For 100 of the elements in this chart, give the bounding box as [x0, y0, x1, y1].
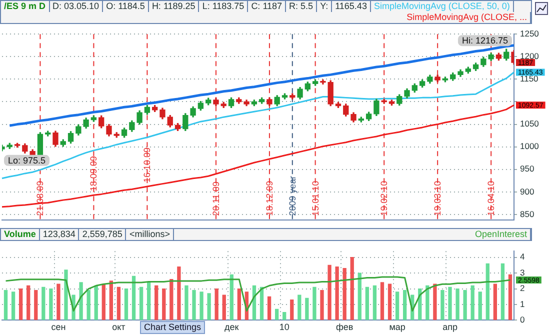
x-tick-label: мар: [389, 322, 406, 332]
bar: [433, 284, 437, 320]
bar: [11, 292, 16, 320]
bar: [124, 288, 128, 320]
text: OpenInterest: [174, 229, 531, 240]
text: 2,559,785: [79, 229, 126, 240]
bar: [282, 312, 286, 320]
bar: [274, 308, 279, 320]
bar: [298, 294, 302, 320]
text: L: 1183.75: [199, 1, 248, 12]
annotation: Hi: 1216.75: [462, 36, 508, 46]
x-tick-label: 19.02.10: [379, 180, 390, 216]
bar: [192, 290, 196, 320]
bar: [56, 284, 60, 320]
bar: [388, 284, 392, 320]
bar: [358, 272, 362, 320]
x-tick-label: 15.01.10: [310, 180, 320, 216]
y-tick-label: 0: [520, 314, 525, 325]
bar: [350, 257, 354, 320]
bar: [49, 288, 53, 320]
bar: [335, 266, 339, 320]
y-tick-label: 3: [520, 267, 525, 278]
y-tick-label: 950: [520, 164, 534, 174]
bar: [200, 292, 204, 320]
y-tick-label: 4: [520, 252, 525, 262]
bar: [508, 274, 512, 320]
annotation: Lo: 975.5: [8, 155, 46, 166]
bar: [500, 263, 505, 320]
x-tick-label: сен: [51, 322, 66, 332]
text: SimpleMovingAvg (CLOSE, 50, 0): [370, 1, 514, 12]
bar: [230, 274, 234, 320]
text: O: 1184.5: [103, 1, 149, 12]
bar: [170, 279, 174, 320]
x-tick-label: 19.03.10: [432, 180, 443, 216]
x-tick-label: дек: [224, 322, 239, 332]
bar: [162, 288, 166, 320]
bar: [139, 286, 144, 320]
text: H: 1189.25: [148, 1, 200, 12]
chart-subtitle: 123,834: [40, 229, 80, 240]
bar: [342, 268, 346, 320]
bar: [372, 285, 377, 320]
x-tick-label: 21.08.09: [35, 180, 46, 216]
bar: [79, 282, 83, 320]
bar: [380, 282, 384, 320]
bar: [305, 298, 309, 320]
bar: [440, 290, 444, 320]
bar: [109, 280, 114, 320]
y-tick-label: 1: [520, 298, 525, 309]
x-tick-label: окт: [112, 322, 126, 332]
bar: [290, 299, 294, 320]
bar: [42, 286, 46, 320]
y-tick-label: 2: [520, 283, 525, 294]
chart-title: Volume: [1, 229, 40, 240]
bar: [146, 282, 151, 320]
bar: [267, 296, 272, 320]
chart-title: /ES 9 m D: [1, 1, 50, 12]
text: R: 5.5: [286, 1, 318, 12]
bar: [177, 266, 181, 320]
bar: [86, 290, 90, 320]
bar: [493, 284, 498, 320]
bar: [486, 263, 490, 320]
text: C: 1187: [248, 1, 286, 12]
y-tick-label: 1000: [520, 141, 540, 152]
bar: [328, 264, 332, 320]
bar: [4, 290, 8, 320]
text: SimpleMovingAvg (CLOSE, ...: [1, 12, 531, 23]
bar: [312, 286, 316, 320]
y-tick-label: 1250: [520, 28, 540, 38]
y-tick-label: 1200: [520, 50, 540, 61]
x-tick-label: 2009 year: [287, 176, 298, 216]
x-tick-label: 20.11.09: [210, 182, 221, 216]
bar: [116, 286, 121, 320]
chart-settings-button[interactable]: Chart Settings: [140, 321, 206, 334]
bar: [237, 288, 242, 320]
bar: [320, 290, 324, 320]
x-tick-label: 16.04.10: [486, 180, 496, 216]
x-tick-label: 18.12.09: [264, 180, 274, 216]
y-tick-label: 900: [520, 186, 534, 196]
bar: [214, 288, 218, 320]
x-tick-label: 10: [279, 322, 290, 332]
text: 1165.43: [332, 1, 371, 12]
bar: [154, 285, 158, 320]
bar: [34, 290, 38, 320]
bar: [448, 286, 452, 320]
bar: [132, 276, 136, 320]
text: Y:: [317, 1, 332, 12]
bar: [207, 293, 211, 320]
bar: [102, 284, 106, 320]
bar: [478, 292, 482, 320]
bar: [470, 285, 474, 320]
bar: [26, 285, 30, 320]
text: <millions>: [126, 229, 174, 240]
x-tick-label: 16.10.09: [142, 147, 152, 183]
bar: [184, 285, 188, 320]
text: D: 03.05.10: [50, 1, 104, 12]
bar: [222, 294, 226, 320]
bar: [64, 270, 68, 320]
x-tick-label: фев: [336, 322, 354, 332]
bar: [365, 286, 370, 320]
bar: [395, 292, 400, 320]
